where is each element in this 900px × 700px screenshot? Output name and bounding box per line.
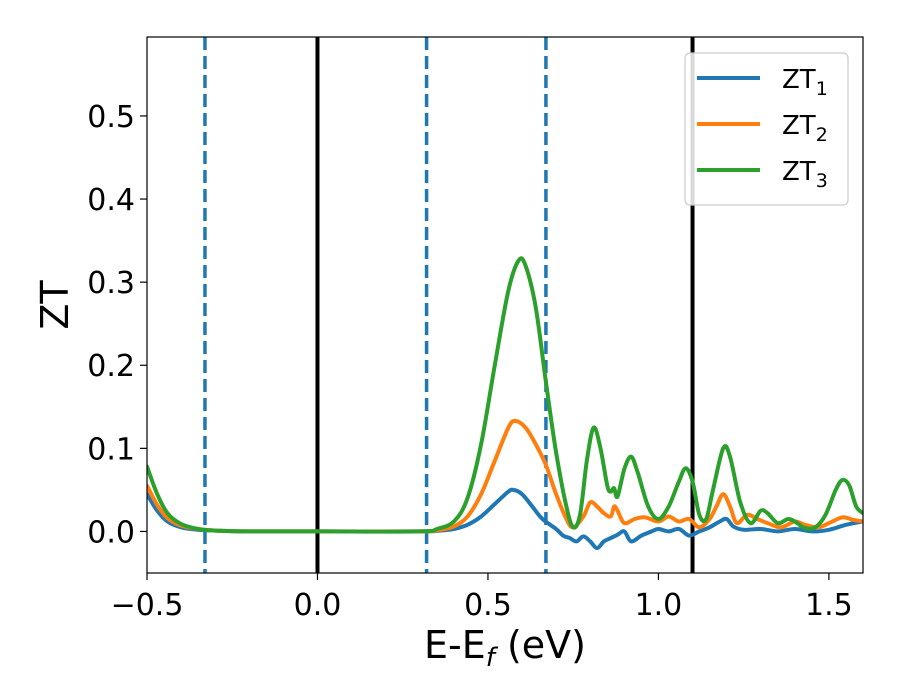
y-tick-label-4: 0.4 xyxy=(87,183,135,218)
series-lines xyxy=(147,256,863,551)
legend-box xyxy=(684,52,849,206)
x-axis-label: E-Ef (eV) xyxy=(424,623,586,673)
y-tick-label-1: 0.1 xyxy=(87,432,135,467)
series-line-zt3 xyxy=(147,256,863,534)
legend: ZT1 ZT2 ZT3 xyxy=(684,52,849,206)
legend-label-zt3: ZT3 xyxy=(782,157,828,192)
plot-frame xyxy=(146,36,864,574)
y-axis-ticks: 0.0 0.1 0.2 0.3 0.4 0.5 xyxy=(87,100,147,550)
x-tick-label-3: 1.0 xyxy=(635,588,683,623)
x-tick-label-1: 0.0 xyxy=(294,588,342,623)
y-tick-label-0: 0.0 xyxy=(87,515,135,550)
y-axis-label: ZT xyxy=(33,280,77,330)
x-axis-ticks: −0.5 0.0 0.5 1.0 1.5 xyxy=(111,573,853,623)
legend-label-zt2: ZT2 xyxy=(782,111,828,146)
y-tick-label-5: 0.5 xyxy=(87,100,135,135)
x-tick-label-2: 0.5 xyxy=(464,588,512,623)
x-tick-label-4: 1.5 xyxy=(805,588,853,623)
y-tick-label-3: 0.3 xyxy=(87,266,135,301)
legend-label-zt1: ZT1 xyxy=(782,65,828,100)
y-tick-label-2: 0.2 xyxy=(87,349,135,384)
x-tick-label-0: −0.5 xyxy=(111,588,184,623)
